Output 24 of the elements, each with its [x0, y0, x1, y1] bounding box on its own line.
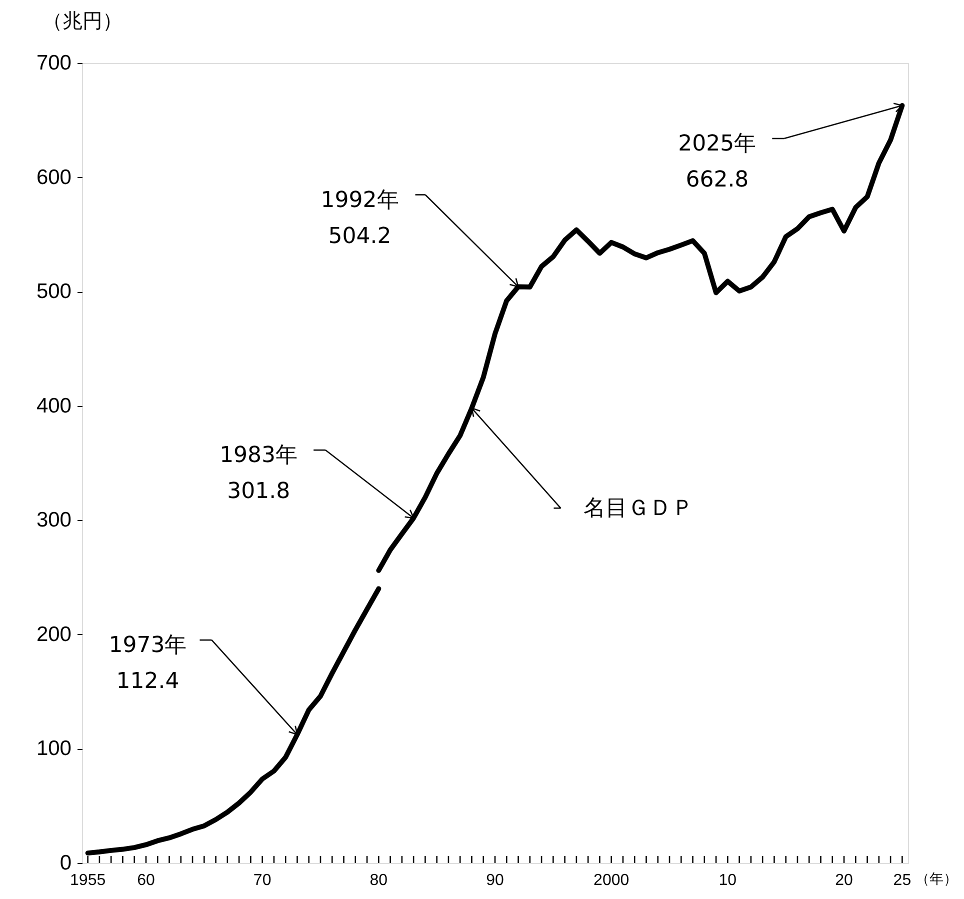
- x-tick-label: 70: [253, 872, 272, 889]
- x-tick-label: 80: [370, 872, 388, 889]
- y-tick-label: 200: [36, 622, 72, 646]
- x-tick-label: 90: [486, 872, 504, 889]
- y-tick-label: 100: [36, 737, 72, 760]
- annotation: 1973年 112.4: [108, 633, 187, 694]
- x-axis-title: （年）: [916, 872, 958, 888]
- y-axis-title: （兆円）: [42, 8, 122, 32]
- y-tick-label: 0: [60, 852, 72, 874]
- x-tick-label: 60: [137, 872, 155, 889]
- x-tick-label: 20: [835, 872, 854, 889]
- x-tick-label: 1955: [70, 872, 106, 889]
- y-tick-label: 300: [36, 508, 72, 532]
- y-tick-label: 500: [36, 280, 72, 304]
- y-tick-label: 600: [36, 166, 72, 189]
- y-tick-label: 400: [36, 394, 72, 418]
- annotation: 1983年 301.8: [220, 443, 298, 504]
- annotation: 1992年 504.2: [320, 188, 399, 249]
- x-tick-label: 25: [893, 872, 912, 889]
- x-tick-label: 10: [718, 872, 737, 889]
- x-tick-label: 2000: [594, 872, 630, 889]
- annotation: 名目ＧＤＰ: [584, 496, 694, 522]
- annotation: 2025年 662.8: [678, 132, 756, 193]
- y-tick-label: 700: [36, 52, 72, 74]
